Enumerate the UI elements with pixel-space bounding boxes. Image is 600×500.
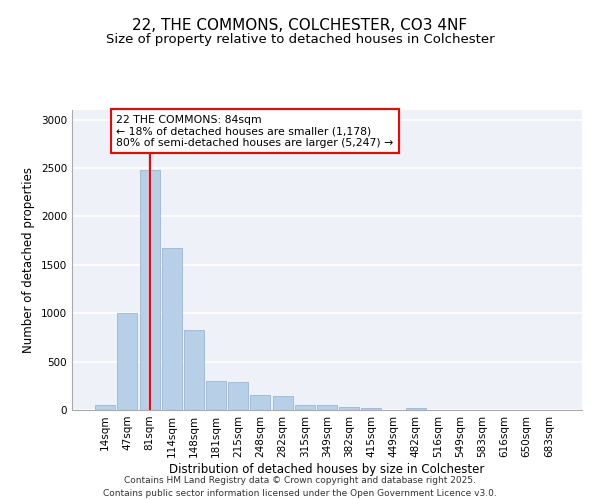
Text: Size of property relative to detached houses in Colchester: Size of property relative to detached ho… bbox=[106, 32, 494, 46]
Bar bbox=[95, 405, 115, 410]
Text: 22 THE COMMONS: 84sqm
← 18% of detached houses are smaller (1,178)
80% of semi-d: 22 THE COMMONS: 84sqm ← 18% of detached … bbox=[116, 115, 394, 148]
Bar bbox=[140, 170, 160, 410]
Bar bbox=[295, 404, 315, 410]
Bar bbox=[361, 408, 382, 410]
Text: 22, THE COMMONS, COLCHESTER, CO3 4NF: 22, THE COMMONS, COLCHESTER, CO3 4NF bbox=[133, 18, 467, 32]
Bar bbox=[228, 382, 248, 410]
Text: Contains HM Land Registry data © Crown copyright and database right 2025.
Contai: Contains HM Land Registry data © Crown c… bbox=[103, 476, 497, 498]
Bar bbox=[118, 313, 137, 410]
Bar bbox=[184, 330, 204, 410]
Bar bbox=[317, 405, 337, 410]
Bar bbox=[250, 396, 271, 410]
X-axis label: Distribution of detached houses by size in Colchester: Distribution of detached houses by size … bbox=[169, 462, 485, 475]
Bar bbox=[406, 408, 426, 410]
Bar bbox=[272, 396, 293, 410]
Bar bbox=[162, 248, 182, 410]
Bar bbox=[339, 407, 359, 410]
Y-axis label: Number of detached properties: Number of detached properties bbox=[22, 167, 35, 353]
Bar bbox=[206, 381, 226, 410]
